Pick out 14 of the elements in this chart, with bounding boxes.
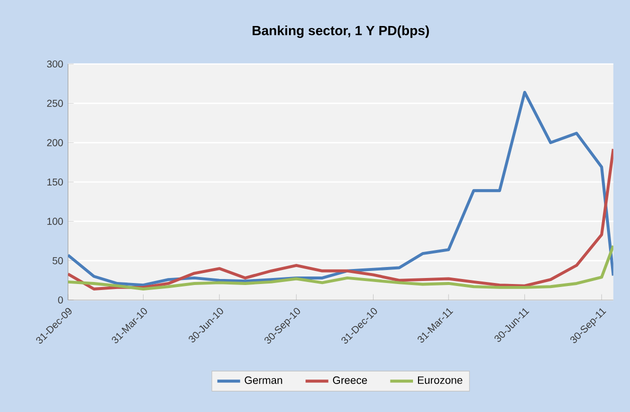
line-series — [68, 147, 614, 290]
y-tick-label: 100 — [47, 218, 63, 225]
legend-label: Greece — [333, 376, 367, 384]
legend-label: German — [244, 376, 282, 384]
y-tick-label: 300 — [46, 60, 63, 68]
chart-title: Banking sector, 1 Y PD(bps) — [252, 25, 429, 38]
line-series — [68, 90, 614, 287]
legend-label: Eurozone — [418, 376, 462, 384]
y-tick-label: 200 — [47, 139, 63, 146]
y-tick-label: 150 — [47, 178, 63, 186]
y-tick-label: 0 — [58, 296, 63, 304]
y-tick-label: 50 — [52, 257, 63, 264]
y-tick-label: 250 — [47, 100, 63, 107]
line-series — [68, 244, 614, 290]
